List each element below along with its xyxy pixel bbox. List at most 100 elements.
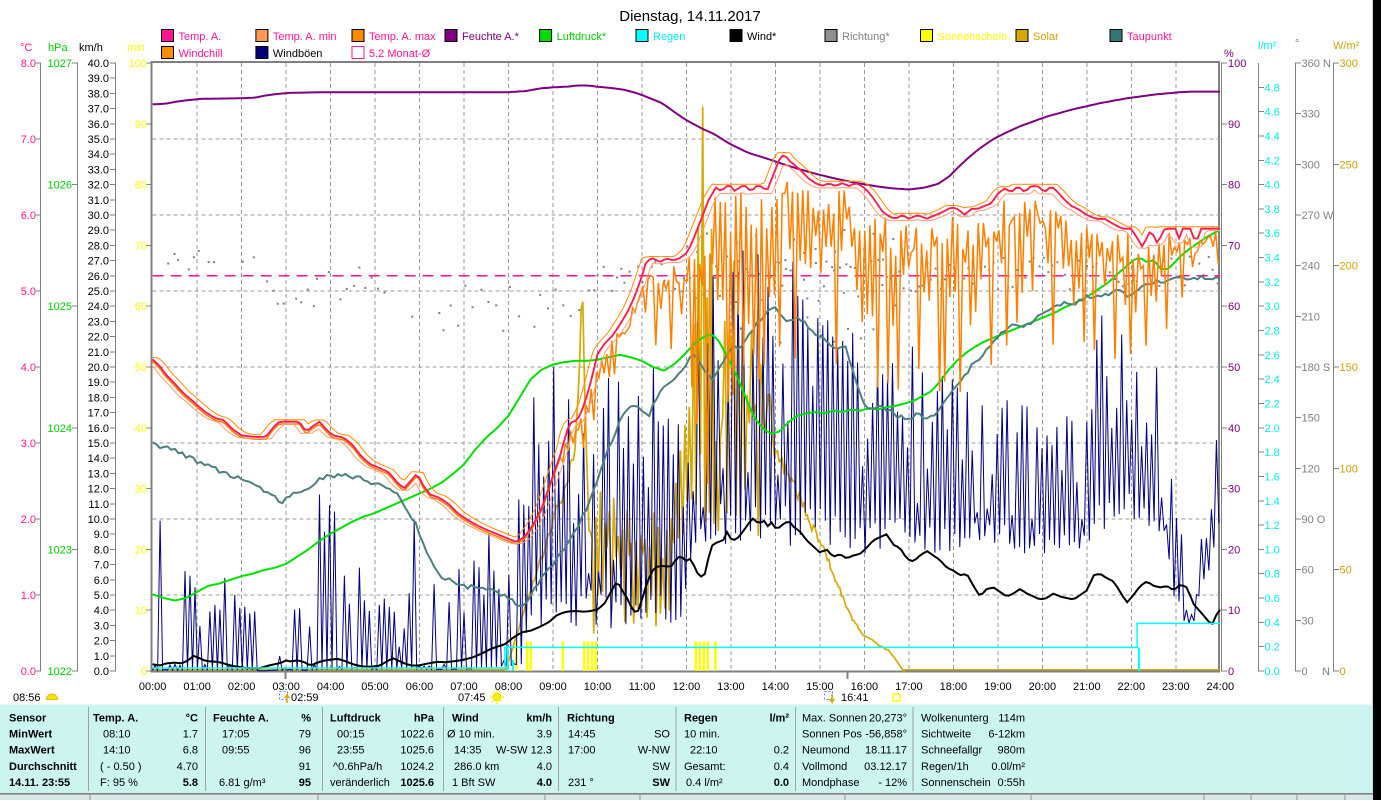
svg-text:17:05: 17:05	[222, 729, 250, 741]
svg-text:MaxWert: MaxWert	[9, 745, 55, 757]
svg-text:09:55: 09:55	[222, 745, 250, 757]
svg-text:6.8: 6.8	[183, 745, 198, 757]
svg-text:Feuchte A.: Feuchte A.	[213, 713, 269, 725]
svg-text:07:45: 07:45	[458, 692, 486, 704]
svg-text:1026: 1026	[48, 180, 72, 192]
svg-text:90: 90	[1228, 119, 1240, 131]
svg-text:3.2: 3.2	[1265, 277, 1280, 289]
svg-text:60: 60	[1228, 301, 1240, 313]
svg-text:7.0: 7.0	[94, 560, 109, 572]
svg-text:03.12.17: 03.12.17	[864, 761, 907, 773]
svg-text:20: 20	[135, 544, 147, 556]
svg-text:0: 0	[141, 666, 147, 678]
svg-text:40: 40	[135, 423, 147, 435]
svg-text:2.0: 2.0	[1265, 423, 1280, 435]
svg-text:°C: °C	[20, 42, 32, 54]
svg-text:08:00: 08:00	[495, 681, 523, 693]
svg-text:79: 79	[299, 729, 311, 741]
svg-text:l/m²: l/m²	[769, 713, 789, 725]
svg-text:22:10: 22:10	[690, 745, 718, 757]
svg-text:Luftdruck: Luftdruck	[330, 713, 382, 725]
svg-text:96: 96	[299, 745, 311, 757]
svg-text:00:00: 00:00	[139, 681, 167, 693]
svg-text:Regen: Regen	[684, 713, 718, 725]
svg-text:1022: 1022	[48, 666, 72, 678]
svg-text:19.0: 19.0	[88, 377, 109, 389]
svg-text:3.4: 3.4	[1265, 253, 1280, 265]
svg-text:19:00: 19:00	[984, 681, 1012, 693]
svg-text:27.0: 27.0	[88, 256, 109, 268]
svg-text:W-NW: W-NW	[638, 745, 671, 757]
svg-text:1024: 1024	[48, 423, 72, 435]
svg-text:35.0: 35.0	[88, 134, 109, 146]
svg-text:1.7: 1.7	[183, 729, 198, 741]
svg-text:SW: SW	[652, 761, 670, 773]
svg-text:1027: 1027	[48, 58, 72, 70]
svg-text:SW: SW	[652, 777, 670, 789]
svg-text:18:00: 18:00	[940, 681, 968, 693]
svg-text:210: 210	[1302, 311, 1320, 323]
svg-text:1025.6: 1025.6	[400, 745, 434, 757]
svg-text:Temp. A. min: Temp. A. min	[273, 31, 337, 43]
svg-text:1024.2: 1024.2	[400, 761, 434, 773]
svg-text:24:00: 24:00	[1207, 681, 1235, 693]
svg-text:360 N: 360 N	[1302, 58, 1331, 70]
svg-text:90: 90	[135, 119, 147, 131]
svg-text:4.2: 4.2	[1265, 155, 1280, 167]
svg-text:29.0: 29.0	[88, 225, 109, 237]
svg-text:0: 0	[1340, 666, 1346, 678]
svg-text:4.8: 4.8	[1265, 82, 1280, 94]
svg-text:23.0: 23.0	[88, 316, 109, 328]
svg-text:W/m²: W/m²	[1333, 40, 1360, 52]
svg-text:08:10: 08:10	[103, 729, 131, 741]
svg-text:Temp. A. max: Temp. A. max	[369, 31, 436, 43]
svg-text:2.0: 2.0	[94, 636, 109, 648]
svg-text:3.0: 3.0	[1265, 301, 1280, 313]
svg-text:22.0: 22.0	[88, 332, 109, 344]
svg-text:7.0: 7.0	[21, 134, 36, 146]
svg-text:95: 95	[299, 777, 311, 789]
svg-text:20:00: 20:00	[1029, 681, 1057, 693]
svg-text:24.0: 24.0	[88, 301, 109, 313]
svg-text:4.0: 4.0	[94, 605, 109, 617]
svg-text:0.6: 0.6	[1265, 593, 1280, 605]
svg-text:03:00: 03:00	[272, 681, 300, 693]
svg-text:^0.6hPa/h: ^0.6hPa/h	[333, 761, 382, 773]
svg-text:3.8: 3.8	[1265, 204, 1280, 216]
svg-text:N: N	[1322, 666, 1330, 678]
svg-text:30: 30	[1302, 615, 1314, 627]
svg-text:Sonnenschein: Sonnenschein	[921, 777, 991, 789]
svg-text:Durchschnitt: Durchschnitt	[9, 761, 77, 773]
svg-text:4.6: 4.6	[1265, 107, 1280, 119]
svg-text:km/h: km/h	[526, 713, 552, 725]
svg-text:14.11. 23:55: 14.11. 23:55	[9, 777, 70, 789]
svg-text:6.81 g/m³: 6.81 g/m³	[219, 777, 266, 789]
svg-text:38.0: 38.0	[88, 88, 109, 100]
svg-text:60: 60	[135, 301, 147, 313]
svg-text:Ø 10 min.: Ø 10 min.	[447, 729, 495, 741]
svg-text:1022.6: 1022.6	[400, 729, 434, 741]
svg-text:veränderlich: veränderlich	[330, 777, 390, 789]
svg-text:Sensor: Sensor	[9, 713, 47, 725]
svg-text:23:55: 23:55	[337, 745, 365, 757]
svg-text:Gesamt:: Gesamt:	[684, 761, 726, 773]
svg-text:Wolkenunterg: Wolkenunterg	[921, 713, 989, 725]
svg-text:Vollmond: Vollmond	[802, 761, 847, 773]
svg-text:6-12km: 6-12km	[988, 729, 1025, 741]
svg-text:4.4: 4.4	[1265, 131, 1280, 143]
svg-text:31.0: 31.0	[88, 195, 109, 207]
svg-text:hPa: hPa	[414, 713, 435, 725]
svg-text:02:00: 02:00	[228, 681, 256, 693]
svg-text:300: 300	[1302, 159, 1320, 171]
svg-text:5.2 Monat-Ø: 5.2 Monat-Ø	[369, 48, 431, 60]
svg-text:50: 50	[1340, 565, 1352, 577]
svg-text:36.0: 36.0	[88, 119, 109, 131]
svg-text:15.0: 15.0	[88, 438, 109, 450]
svg-text:Regen/1h: Regen/1h	[921, 761, 969, 773]
svg-text:10: 10	[1228, 605, 1240, 617]
svg-text:13:00: 13:00	[717, 681, 745, 693]
svg-text:1 Bft SW: 1 Bft SW	[452, 777, 496, 789]
svg-text:W-SW: W-SW	[496, 745, 528, 757]
svg-text:Solar: Solar	[1033, 31, 1059, 43]
svg-text:l/m²: l/m²	[1258, 40, 1277, 52]
